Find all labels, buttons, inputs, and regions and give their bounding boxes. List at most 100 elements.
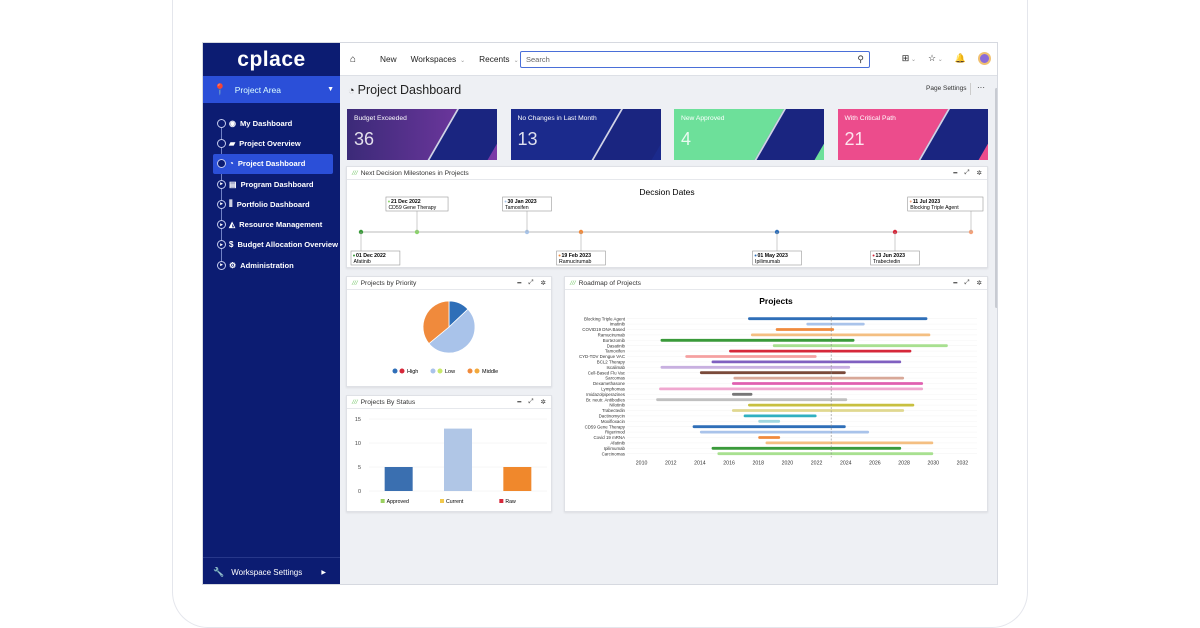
legend-swatch	[392, 368, 398, 374]
workspace-settings[interactable]: 🔧 Workspace Settings ▶	[203, 557, 340, 584]
milestones-panel: ///Next Decision Milestones in Projects ━…	[346, 166, 988, 268]
tree-node-icon[interactable]: ▸	[217, 260, 226, 270]
books-icon: ⫼	[229, 199, 233, 209]
gantt-bar	[699, 371, 846, 375]
milestone-bullet	[558, 254, 561, 257]
x-tick-label: 2016	[723, 460, 735, 466]
dollar-icon: $	[229, 240, 234, 250]
gantt-bar	[660, 365, 851, 369]
grip-icon: ///	[570, 279, 576, 287]
gantt-bar	[717, 452, 934, 456]
kpi-card[interactable]: Budget Exceeded 36	[347, 109, 497, 160]
expand-icon[interactable]: ⤢	[528, 398, 534, 405]
sidebar-item-resource-management[interactable]: ▸ ◭ Resource Management	[203, 214, 340, 234]
tree-node-icon[interactable]: ▸	[217, 179, 226, 189]
x-tick-label: 2012	[665, 460, 677, 466]
tree-node-icon[interactable]: ▸	[217, 240, 226, 250]
star-icon[interactable]: ☆ ⌄	[928, 53, 943, 63]
milestone-name: Trabectedin	[873, 259, 900, 265]
avatar[interactable]	[978, 52, 991, 65]
milestone-bullet	[909, 200, 912, 203]
tree-node-icon[interactable]: ▸	[217, 199, 226, 209]
workspaces-menu[interactable]: Workspaces ⌄	[411, 54, 466, 64]
app-window: cplace 📍 Project Area ▼ ◉ My Dashboard ▰ Pr…	[202, 42, 998, 585]
recents-menu[interactable]: Recents ⌄	[479, 54, 518, 64]
gantt-bar	[656, 398, 848, 402]
scrollbar[interactable]	[995, 88, 997, 308]
project-area-selector[interactable]: 📍 Project Area ▼	[203, 76, 340, 103]
sidebar-item-budget-allocation-overview[interactable]: ▸ $ Budget Allocation Overview	[203, 235, 340, 255]
row-label: Rigerimod	[605, 430, 626, 435]
row-label: Blocking Triple Agent	[584, 316, 626, 321]
kpi-card[interactable]: No Changes in Last Month 13	[510, 109, 661, 160]
row-label: Imidazolpiperazines	[586, 392, 626, 397]
row-label: Ipilimumab	[604, 446, 626, 451]
apps-grid-icon[interactable]: ⊞ ⌄	[901, 53, 916, 63]
legend-swatch	[437, 368, 443, 374]
more-options-button[interactable]: ···	[977, 83, 985, 92]
home-icon[interactable]: ⌂	[350, 53, 357, 65]
milestone-date: 01 May 2023	[758, 253, 788, 259]
sidebar-item-project-dashboard[interactable]: ◔ Project Dashboard	[213, 153, 333, 174]
wrench-icon: 🔧	[213, 566, 225, 577]
expand-icon[interactable]: ⤢	[528, 279, 534, 286]
milestone-label-box	[502, 196, 552, 212]
row-label: BCL2 Therapy	[597, 360, 626, 365]
caret-down-icon: ▼	[327, 86, 334, 93]
milestone-name: Ipilimumab	[755, 259, 780, 265]
sidebar-item-project-overview[interactable]: ▰ Project Overview	[203, 133, 340, 153]
x-tick-label: 2014	[694, 460, 706, 466]
kpi-card[interactable]: New Approved 4	[674, 109, 824, 160]
gear-icon[interactable]: ✲	[540, 280, 546, 287]
sidebar: cplace 📍 Project Area ▼ ◉ My Dashboard ▰ Pr…	[203, 43, 340, 584]
divider	[970, 83, 971, 95]
legend-label: High	[407, 369, 418, 375]
sidebar-item-portfolio-dashboard[interactable]: ▸ ⫼ Portfolio Dashboard	[203, 194, 340, 214]
page-settings-button[interactable]: Page Settings	[926, 85, 967, 92]
row-label: Imatinib	[610, 322, 626, 327]
bar-chart: 0 5 10 15 Approved Current Raw	[355, 417, 547, 505]
tree-node-icon[interactable]	[217, 159, 226, 169]
x-tick-label: 2030	[927, 460, 939, 466]
tree-node-icon[interactable]: ▸	[217, 220, 226, 230]
sidebar-item-my-dashboard[interactable]: ◉ My Dashboard	[203, 113, 340, 133]
tree-node-icon[interactable]	[217, 118, 226, 128]
workspace-settings-label: Workspace Settings	[231, 567, 303, 577]
minimize-icon[interactable]: ━	[517, 399, 522, 406]
x-tick-label: 2018	[752, 460, 764, 466]
top-bar: ⌂ New Workspaces ⌄ Recents ⌄ Search ⚲ ⊞ ⌄ ☆…	[340, 43, 997, 76]
search-input[interactable]: Search ⚲	[520, 51, 870, 68]
new-menu[interactable]: New	[380, 54, 397, 64]
kpi-label: No Changes in Last Month	[517, 115, 597, 122]
sidebar-item-administration[interactable]: ▸ ⚙ Administration	[203, 255, 340, 275]
gear-icon[interactable]: ✲	[976, 280, 982, 287]
panel-title: Projects By Status	[360, 398, 416, 406]
x-tick-label: 2026	[869, 460, 881, 466]
row-label: Dasatinib	[607, 343, 626, 348]
milestone-label-box	[350, 250, 401, 266]
minimize-icon[interactable]: ━	[517, 280, 522, 287]
bar	[503, 467, 532, 491]
x-tick-label: 2020	[782, 460, 794, 466]
gear-icon[interactable]: ✲	[540, 399, 546, 406]
pin-icon: 📍	[213, 84, 227, 96]
row-label: Tamoxifen	[605, 349, 626, 354]
search-icon[interactable]: ⚲	[857, 54, 864, 64]
kpi-card[interactable]: With Critical Path 21	[837, 109, 988, 160]
sidebar-item-label: Program Dashboard	[240, 179, 314, 189]
gear-icon[interactable]: ✲	[976, 170, 982, 177]
gauge-icon: ◔	[348, 85, 355, 97]
panel-title: Projects by Priority	[360, 279, 417, 287]
tree-node-icon[interactable]	[217, 138, 226, 148]
sidebar-item-program-dashboard[interactable]: ▸ ▤ Program Dashboard	[203, 174, 340, 194]
minimize-icon[interactable]: ━	[953, 280, 958, 287]
milestone-label-box	[870, 250, 920, 266]
bell-icon[interactable]: 🔔	[954, 53, 966, 63]
expand-icon[interactable]: ⤢	[964, 279, 970, 286]
expand-icon[interactable]: ⤢	[964, 169, 970, 176]
y-tick-label: 10	[355, 441, 361, 447]
row-label: COVID19 DNA Based	[582, 327, 625, 332]
minimize-icon[interactable]: ━	[953, 170, 958, 177]
panel-title: Roadmap of Projects	[578, 279, 642, 287]
